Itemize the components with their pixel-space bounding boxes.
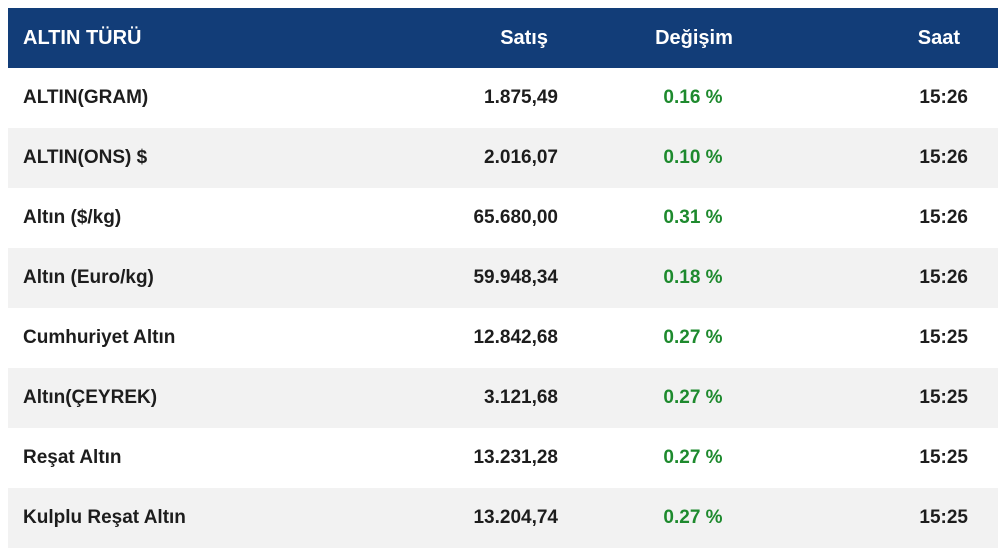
change-percent: 0.16 % [663,87,723,108]
sell-price: 12.842,68 [473,327,558,348]
gold-type-name[interactable]: Altın(ÇEYREK) [23,387,158,408]
table-row[interactable]: Altın ($/kg) 65.680,00 0.31 % 15:26 [8,188,998,248]
change-percent: 0.27 % [663,447,723,468]
gold-type-name[interactable]: ALTIN(GRAM) [23,87,149,108]
gold-type-name[interactable]: Altın ($/kg) [23,207,122,228]
change-percent: 0.27 % [663,507,723,528]
table-row[interactable]: Kulplu Reşat Altın 13.204,74 0.27 % 15:2… [8,488,998,548]
table-row[interactable]: Altın(ÇEYREK) 3.121,68 0.27 % 15:25 [8,368,998,428]
sell-price: 1.875,49 [484,87,558,108]
change-percent: 0.27 % [663,387,723,408]
gold-type-name[interactable]: Kulplu Reşat Altın [23,507,186,528]
table-row[interactable]: Reşat Altın 13.231,28 0.27 % 15:25 [8,428,998,488]
table-row[interactable]: ALTIN(ONS) $ 2.016,07 0.10 % 15:26 [8,128,998,188]
update-time: 15:25 [919,327,968,348]
sell-price: 13.231,28 [473,447,558,468]
header-change[interactable]: Değişim [655,26,733,49]
header-sell[interactable]: Satış [500,26,548,49]
gold-type-name[interactable]: Cumhuriyet Altın [23,327,176,348]
update-time: 15:26 [919,207,968,228]
update-time: 15:25 [919,387,968,408]
gold-type-name[interactable]: ALTIN(ONS) $ [23,147,148,168]
sell-price: 13.204,74 [473,507,558,528]
sell-price: 2.016,07 [484,147,558,168]
sell-price: 65.680,00 [473,207,558,228]
gold-type-name[interactable]: Altın (Euro/kg) [23,267,154,288]
update-time: 15:26 [919,267,968,288]
update-time: 15:26 [919,87,968,108]
header-type[interactable]: ALTIN TÜRÜ [23,26,142,49]
gold-type-name[interactable]: Reşat Altın [23,447,122,468]
sell-price: 3.121,68 [484,387,558,408]
update-time: 15:26 [919,147,968,168]
change-percent: 0.10 % [663,147,723,168]
gold-price-table: ALTIN TÜRÜ Satış Değişim Saat ALTIN(GRAM… [8,8,998,548]
table-row[interactable]: Altın (Euro/kg) 59.948,34 0.18 % 15:26 [8,248,998,308]
header-time[interactable]: Saat [917,26,960,49]
sell-price: 59.948,34 [473,267,558,288]
change-percent: 0.31 % [663,207,723,228]
change-percent: 0.27 % [663,327,723,348]
table-header: ALTIN TÜRÜ Satış Değişim Saat [8,8,998,68]
table-row[interactable]: ALTIN(GRAM) 1.875,49 0.16 % 15:26 [8,68,998,128]
update-time: 15:25 [919,447,968,468]
change-percent: 0.18 % [663,267,723,288]
table-row[interactable]: Cumhuriyet Altın 12.842,68 0.27 % 15:25 [8,308,998,368]
update-time: 15:25 [919,507,968,528]
